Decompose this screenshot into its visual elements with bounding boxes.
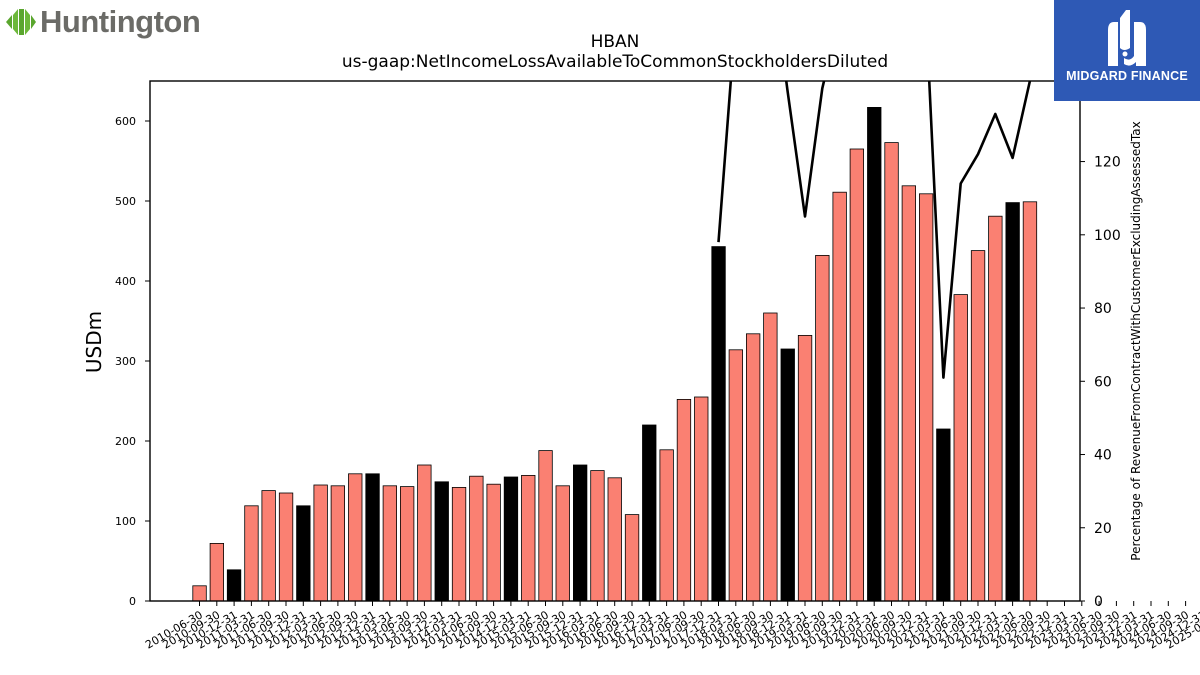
y2-axis: 0 20 40 60 80 100 120 (1080, 155, 1121, 610)
x-axis: 2010-06-302010-09-302010-12-312011-03-31… (143, 601, 1200, 652)
bar (815, 254, 830, 602)
bar (555, 485, 570, 602)
bar (970, 250, 986, 602)
bar (642, 424, 657, 602)
y2-tick-label: 100 (1094, 228, 1121, 244)
company-logo: Huntington (4, 4, 201, 40)
publisher-logo: MIDGARD FINANCE (1054, 0, 1200, 101)
y-axis: 0 100 200 300 400 500 600 (115, 115, 150, 608)
bar (261, 490, 276, 602)
y-tick-label: 0 (129, 595, 136, 608)
bar (711, 246, 726, 602)
bar (953, 294, 968, 602)
y-tick-label: 100 (115, 515, 136, 528)
bars (192, 107, 1038, 602)
bar (746, 333, 761, 602)
bar (832, 191, 847, 602)
bar (209, 543, 225, 602)
y-tick-label: 200 (115, 435, 136, 448)
bar (797, 334, 813, 602)
y2-tick-label: 40 (1094, 448, 1112, 464)
bar (659, 449, 674, 602)
bar (486, 483, 501, 602)
y-axis-label: USDm (82, 310, 106, 374)
chart-title: HBAN (590, 32, 640, 52)
y-tick-label: 500 (115, 195, 136, 208)
y2-tick-label: 20 (1094, 521, 1112, 537)
chart-subtitle: us-gaap:NetIncomeLossAvailableToCommonSt… (341, 52, 889, 72)
bar (521, 474, 536, 602)
y2-tick-label: 80 (1094, 301, 1112, 317)
y-tick-label: 300 (115, 355, 136, 368)
bar (728, 349, 743, 602)
y-tick-label: 600 (115, 115, 136, 128)
y2-tick-label: 0 (1094, 594, 1103, 610)
bar (988, 215, 1003, 602)
bar (573, 464, 588, 602)
bar (382, 485, 398, 602)
bar (919, 193, 934, 602)
bar (1022, 201, 1038, 602)
line-series (717, 81, 1032, 379)
bar (624, 514, 640, 602)
bar (451, 486, 467, 602)
bar (244, 505, 259, 602)
bar (417, 464, 432, 602)
bar (849, 148, 864, 602)
green-leaf-logo-icon (6, 9, 36, 35)
bar (399, 486, 415, 602)
bar (192, 585, 207, 602)
bar (469, 475, 484, 602)
bar (1005, 202, 1020, 602)
bar (503, 476, 519, 602)
y-tick-label: 400 (115, 275, 136, 288)
bar (296, 505, 311, 602)
bar (694, 396, 709, 602)
bar (365, 473, 380, 602)
bar (607, 477, 622, 602)
bar (538, 450, 553, 602)
y2-tick-label: 120 (1094, 155, 1121, 171)
bar (936, 428, 951, 602)
bar (434, 481, 449, 602)
midgard-m-logo-icon (1108, 10, 1146, 66)
bar (780, 348, 795, 602)
company-logo-text: Huntington (40, 4, 201, 39)
bar (348, 473, 363, 602)
bar (901, 185, 916, 602)
y2-axis-label: Percentage of RevenueFromContractWithCus… (1129, 121, 1143, 561)
y2-tick-label: 60 (1094, 374, 1112, 390)
bar (226, 569, 242, 602)
bar (763, 312, 778, 602)
bar (676, 398, 692, 602)
bar (590, 470, 605, 602)
bar (278, 492, 294, 602)
publisher-logo-text: MIDGARD FINANCE (1066, 69, 1188, 83)
bar (330, 485, 346, 602)
bar (313, 484, 328, 602)
bar (884, 142, 899, 602)
bar (867, 107, 882, 602)
